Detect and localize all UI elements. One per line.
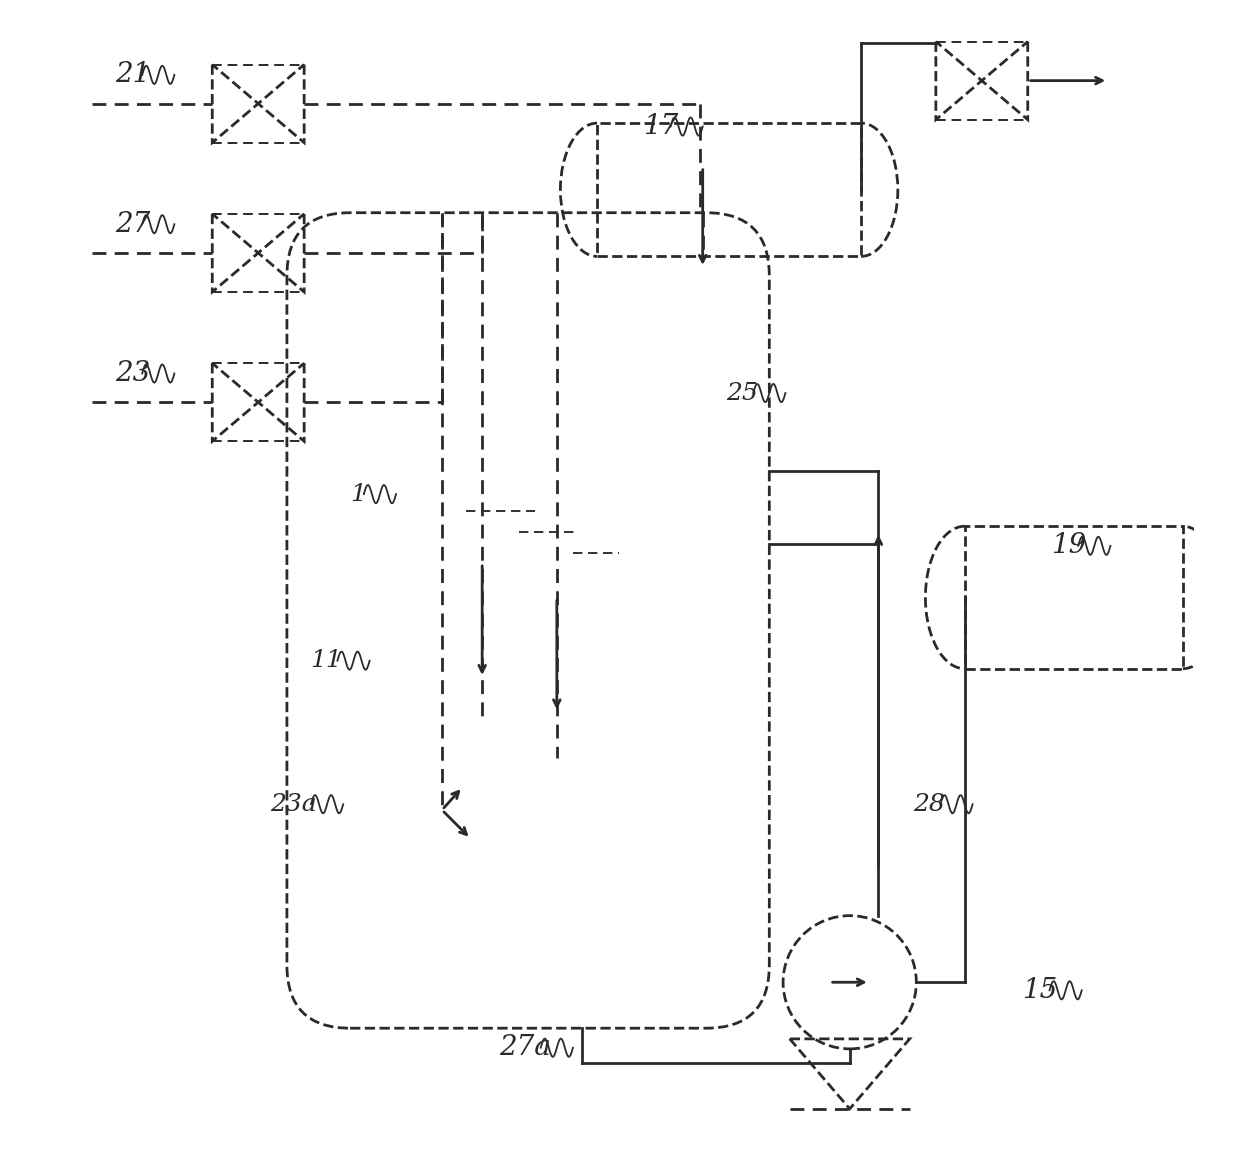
Text: 25: 25 (725, 382, 758, 404)
Text: 15: 15 (1022, 976, 1058, 1003)
Text: 17: 17 (644, 113, 678, 141)
Text: 27: 27 (114, 211, 150, 238)
Text: 23a: 23a (269, 792, 316, 816)
Text: 1: 1 (350, 483, 366, 505)
Text: 27a: 27a (500, 1034, 551, 1061)
Text: 28: 28 (913, 792, 945, 816)
Text: 19: 19 (1050, 532, 1086, 559)
Text: 11: 11 (310, 649, 342, 673)
Bar (596, 123, 862, 257)
Text: 21: 21 (114, 61, 150, 88)
Bar (965, 526, 1183, 669)
Text: 23: 23 (114, 360, 150, 387)
